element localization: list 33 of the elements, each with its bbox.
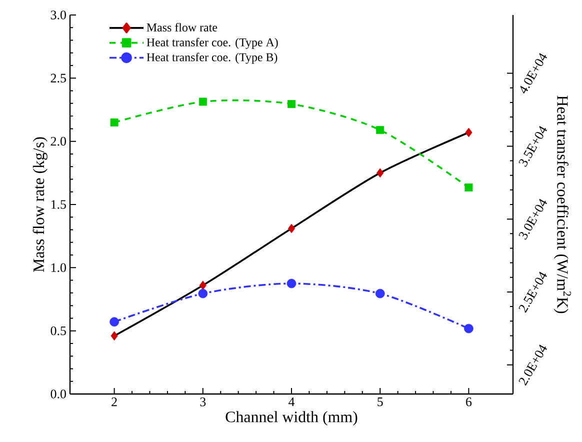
y-axis-title: Mass flow rate (kg/s) (32, 137, 48, 272)
y-tick-label: 1.5 (51, 200, 66, 209)
point (376, 168, 384, 178)
point (198, 288, 208, 298)
y-tick-label: 2.5 (50, 74, 66, 83)
point (465, 128, 472, 138)
x-tick-label: 2 (112, 398, 117, 406)
point (464, 324, 474, 334)
point (376, 126, 384, 134)
legend-label: Heat transfer coe. (Type B) (146, 52, 278, 64)
x-tick-label: 6 (466, 398, 472, 406)
legend-label: Heat transfer coe. (Type A) (146, 38, 278, 49)
x-tick-label: 3 (200, 398, 206, 406)
point (375, 288, 385, 298)
y-tick-label: 1.0 (51, 263, 66, 272)
point (288, 100, 296, 108)
x-tick-label: 4 (288, 398, 295, 406)
y-tick-label: 3.0 (50, 10, 66, 20)
point (110, 331, 118, 341)
point (198, 98, 207, 106)
point (286, 278, 296, 288)
y-tick-label: 0.0 (50, 390, 66, 398)
x-axis-title: Channel width (mm) (226, 411, 358, 426)
point (110, 317, 119, 327)
y-tick-label: 2.0 (50, 136, 66, 146)
legend-label: Mass flow rate (146, 22, 218, 32)
point (199, 280, 206, 290)
y2-axis-title: Heat transfer coefficient (W/m$^{2}$K) (554, 96, 571, 314)
point (288, 224, 296, 234)
point (464, 183, 473, 192)
y-tick-label: 0.5 (50, 326, 66, 336)
point (110, 118, 118, 126)
x-tick-label: 5 (378, 398, 383, 406)
